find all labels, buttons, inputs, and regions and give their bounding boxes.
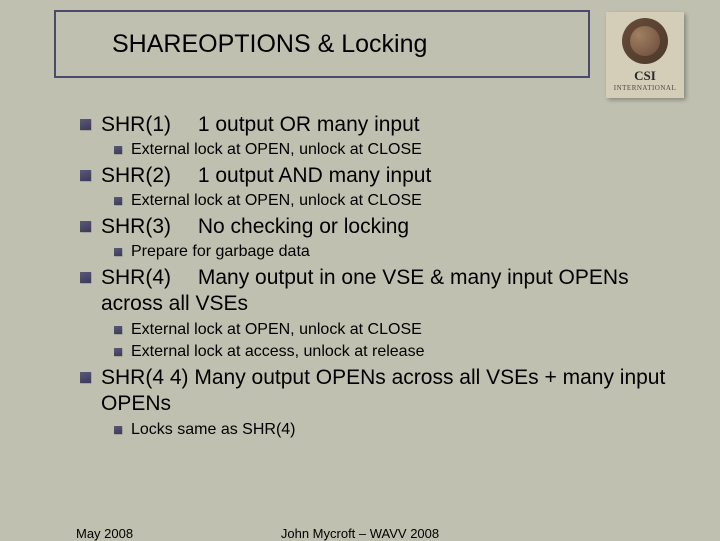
footer-author: John Mycroft – WAVV 2008 [0,526,720,541]
list-subitem-text: External lock at OPEN, unlock at CLOSE [131,191,422,212]
list-item-text: SHR(2) 1 output AND many input [101,163,431,189]
bullet-icon [80,272,91,283]
slide-title-box: SHAREOPTIONS & Locking [54,10,590,78]
bullet-icon [114,426,122,434]
bullet-icon [114,326,122,334]
logo: CSI INTERNATIONAL [606,12,684,98]
list-subitem: Locks same as SHR(4) [114,420,680,441]
list-subitem: External lock at OPEN, unlock at CLOSE [114,140,680,161]
list-item: SHR(1) 1 output OR many input [80,112,680,138]
list-subitem-text: External lock at access, unlock at relea… [131,342,424,363]
bullet-icon [80,221,91,232]
list-item: SHR(4 4) Many output OPENs across all VS… [80,365,680,418]
list-item-text: SHR(4 4) Many output OPENs across all VS… [101,365,680,418]
logo-text-sub: INTERNATIONAL [614,84,677,92]
list-subitem: External lock at OPEN, unlock at CLOSE [114,320,680,341]
list-item-text: SHR(4) Many output in one VSE & many inp… [101,265,680,318]
logo-text-main: CSI [634,68,656,84]
bullet-icon [114,146,122,154]
bullet-icon [80,119,91,130]
bullet-icon [80,372,91,383]
slide-content: SHR(1) 1 output OR many input External l… [80,112,680,443]
list-item: SHR(4) Many output in one VSE & many inp… [80,265,680,318]
list-subitem: External lock at OPEN, unlock at CLOSE [114,191,680,212]
list-subitem-text: Locks same as SHR(4) [131,420,296,441]
list-subitem-text: Prepare for garbage data [131,242,310,263]
logo-globe-icon [622,18,668,64]
list-item-text: SHR(1) 1 output OR many input [101,112,420,138]
list-item: SHR(3) No checking or locking [80,214,680,240]
list-subitem-text: External lock at OPEN, unlock at CLOSE [131,320,422,341]
bullet-icon [114,348,122,356]
list-item-text: SHR(3) No checking or locking [101,214,409,240]
list-subitem: External lock at access, unlock at relea… [114,342,680,363]
list-item: SHR(2) 1 output AND many input [80,163,680,189]
list-subitem-text: External lock at OPEN, unlock at CLOSE [131,140,422,161]
bullet-icon [114,248,122,256]
bullet-icon [114,197,122,205]
bullet-icon [80,170,91,181]
slide-title: SHAREOPTIONS & Locking [112,30,427,59]
list-subitem: Prepare for garbage data [114,242,680,263]
